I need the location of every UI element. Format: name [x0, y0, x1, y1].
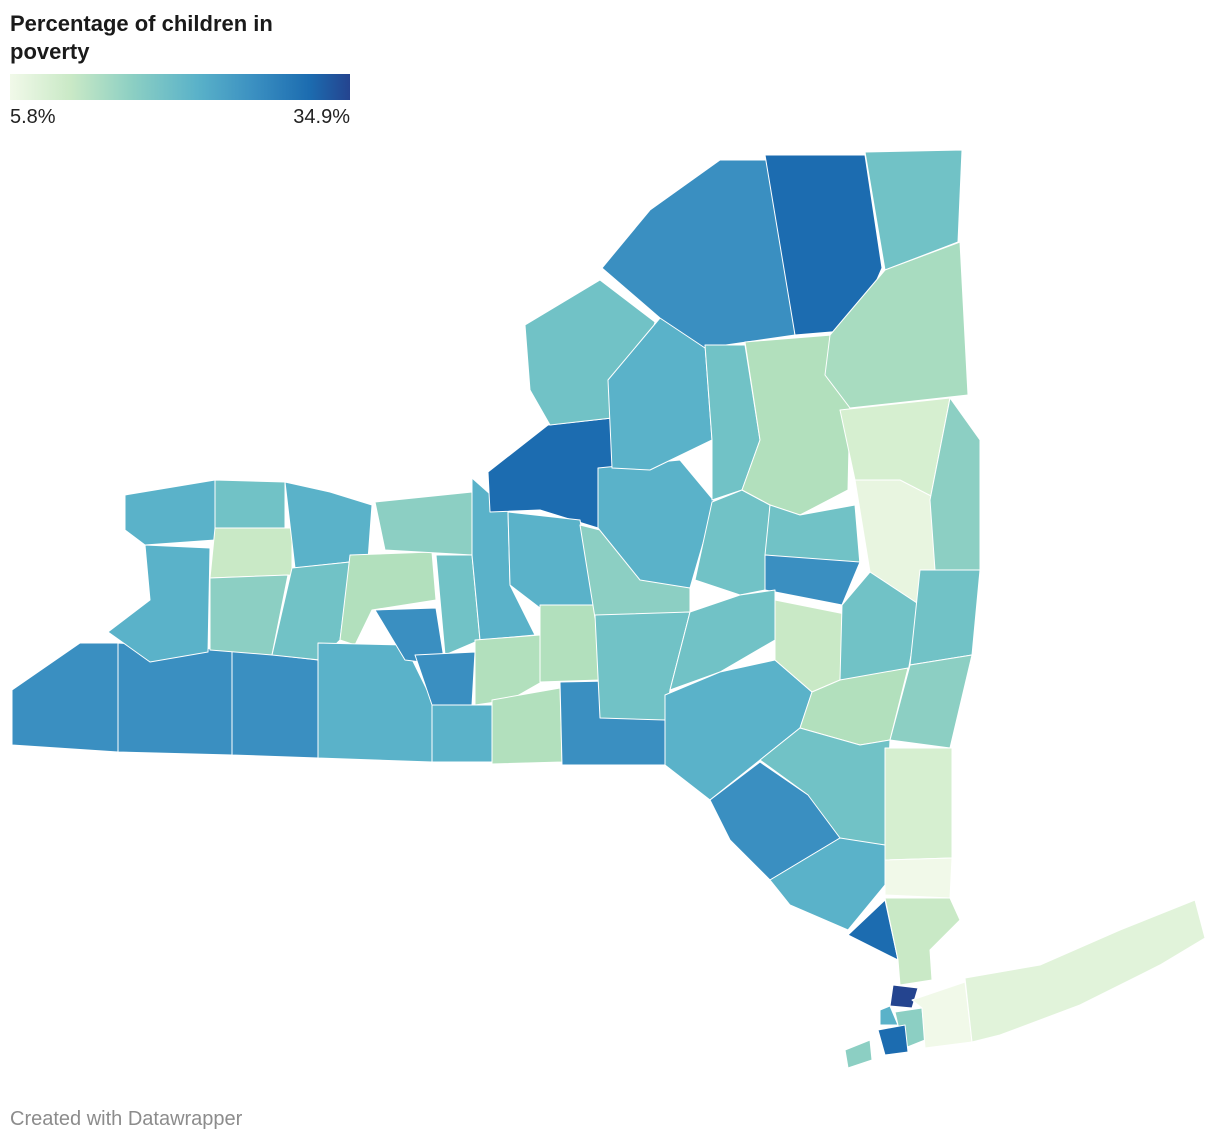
county-region[interactable]: [889, 654, 973, 749]
county-region[interactable]: [911, 981, 973, 1049]
county-region[interactable]: [107, 544, 211, 663]
county-region[interactable]: [214, 479, 286, 529]
credit-footer: Created with Datawrapper: [10, 1108, 243, 1130]
county-region[interactable]: [764, 504, 861, 566]
legend-max-label: 34.9%: [293, 106, 350, 128]
county-region[interactable]: [884, 897, 961, 986]
county-region[interactable]: [231, 649, 319, 759]
county-region[interactable]: [877, 1024, 909, 1056]
county-region[interactable]: [284, 481, 373, 569]
county-region[interactable]: [824, 241, 969, 409]
county-region[interactable]: [487, 417, 613, 529]
county-region[interactable]: [491, 687, 563, 765]
county-region[interactable]: [764, 554, 861, 606]
county-region[interactable]: [124, 479, 216, 546]
county-region[interactable]: [884, 747, 953, 861]
county-region[interactable]: [209, 527, 293, 579]
county-region[interactable]: [431, 704, 493, 763]
color-scale-legend: [10, 74, 350, 100]
county-region[interactable]: [909, 569, 981, 666]
county-region[interactable]: [11, 642, 119, 753]
map-title: Percentage of children in poverty: [10, 11, 273, 64]
legend-min-label: 5.8%: [10, 106, 56, 128]
county-region[interactable]: [964, 899, 1206, 1043]
county-region[interactable]: [597, 459, 716, 589]
county-region[interactable]: [474, 634, 546, 706]
county-region[interactable]: [889, 984, 919, 1009]
county-region[interactable]: [374, 491, 473, 556]
county-region[interactable]: [884, 857, 953, 899]
county-region[interactable]: [844, 1039, 873, 1069]
county-region[interactable]: [539, 604, 601, 683]
county-region[interactable]: [117, 642, 233, 756]
county-region[interactable]: [864, 149, 963, 271]
